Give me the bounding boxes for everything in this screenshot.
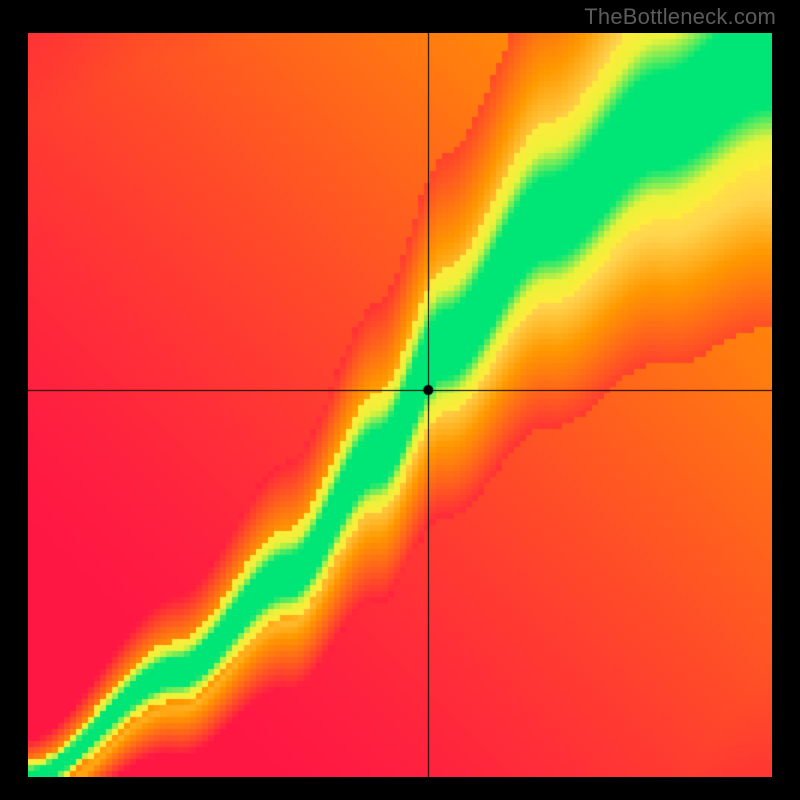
chart-stage: TheBottleneck.com: [0, 0, 800, 800]
watermark-text: TheBottleneck.com: [584, 4, 776, 30]
bottleneck-heatmap: [28, 33, 772, 777]
